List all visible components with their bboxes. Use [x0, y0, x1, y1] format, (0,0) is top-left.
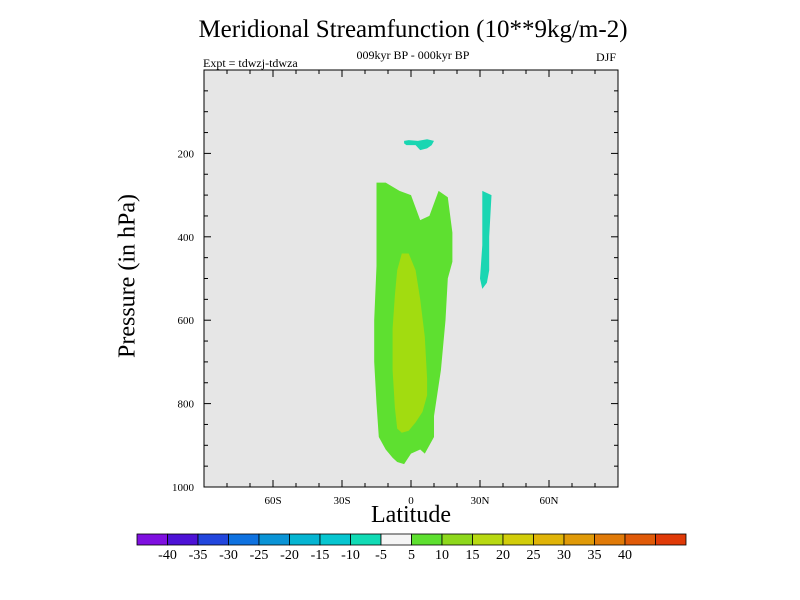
colorbar-swatch — [472, 533, 504, 546]
colorbar-swatch — [350, 533, 382, 546]
chart-subtitle: 009kyr BP - 000kyr BP — [356, 48, 470, 62]
colorbar-label: -15 — [311, 548, 330, 563]
x-tick-label: 60N — [540, 495, 559, 507]
colorbar-label: -30 — [219, 548, 238, 563]
colorbar-label: 25 — [527, 548, 541, 563]
cell-neg10-to-neg5-north — [480, 190, 492, 289]
season-label: DJF — [596, 50, 617, 64]
colorbar-swatch — [533, 533, 565, 546]
colorbar-swatch — [411, 533, 443, 546]
y-tick-label: 400 — [178, 232, 195, 244]
cell-10-to-15 — [392, 253, 428, 433]
colorbar-label: -35 — [189, 548, 208, 563]
colorbar-swatch — [319, 533, 351, 546]
y-tick-label: 800 — [178, 399, 195, 411]
chart-title: Meridional Streamfunction (10**9kg/m-2) — [198, 16, 628, 43]
colorbar-label: 40 — [618, 548, 632, 563]
colorbar-label: -40 — [158, 548, 177, 563]
colorbar-swatch — [136, 533, 168, 546]
y-tick-label: 200 — [178, 148, 195, 160]
colorbar-swatch — [380, 533, 412, 546]
colorbar-swatch — [197, 533, 229, 546]
cell-neg10-to-neg5-upper — [404, 139, 434, 151]
colorbar-swatch — [655, 533, 687, 546]
colorbar-swatch — [228, 533, 260, 546]
colorbar-label: 15 — [466, 548, 480, 563]
colorbar-label: 5 — [408, 548, 415, 563]
colorbar-swatch — [258, 533, 290, 546]
experiment-label: Expt = tdwzj-tdwza — [203, 56, 298, 70]
x-tick-label: 60S — [264, 495, 281, 507]
colorbar-label: -5 — [375, 548, 387, 563]
colorbar-label: 20 — [496, 548, 510, 563]
colorbar-label: 10 — [435, 548, 449, 563]
x-tick-label: 30S — [333, 495, 350, 507]
colorbar-label: -10 — [341, 548, 360, 563]
y-tick-label: 600 — [178, 315, 195, 327]
colorbar-label: 30 — [557, 548, 571, 563]
x-tick-label: 30N — [471, 495, 490, 507]
colorbar-swatch — [563, 533, 595, 546]
colorbar-swatch — [594, 533, 626, 546]
colorbar-swatch — [502, 533, 534, 546]
colorbar-swatch — [167, 533, 199, 546]
colorbar-swatch — [624, 533, 656, 546]
colorbar-swatch — [441, 533, 473, 546]
colorbar-swatch — [289, 533, 321, 546]
colorbar-label: 35 — [588, 548, 602, 563]
colorbar-label: -20 — [280, 548, 299, 563]
x-tick-label: 0 — [408, 495, 414, 507]
y-tick-label: 1000 — [172, 482, 195, 494]
colorbar-label: -25 — [250, 548, 269, 563]
x-axis-label: Latitude — [371, 502, 451, 528]
